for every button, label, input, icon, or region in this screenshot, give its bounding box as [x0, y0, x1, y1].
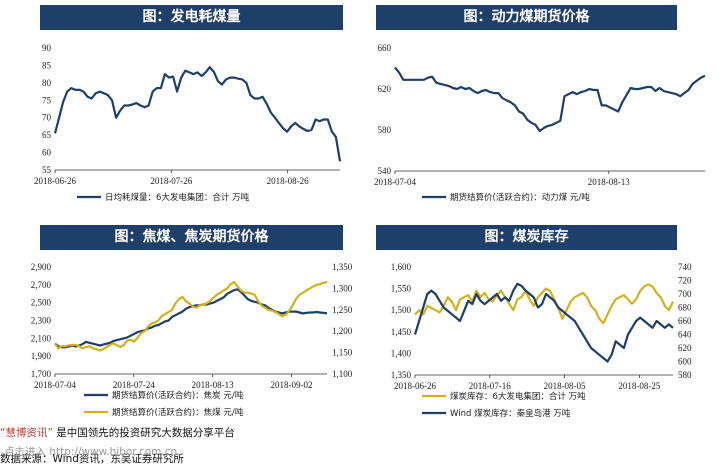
footer-promo-text: 是中国领先的投资研究大数据分享平台	[52, 427, 235, 439]
y-tick-label: 660	[378, 43, 392, 53]
footer-source: 数据来源：Wind资讯，东吴证券研究所	[0, 451, 184, 466]
y-tick-label: 75	[42, 95, 52, 105]
y-tick-label: 540	[378, 166, 392, 176]
y-right-tick-label: 1,200	[332, 326, 353, 336]
chart-panel-coal-inventory: 图：煤炭库存 1,350 1,400 1,450 1,500 1,550 1,600 580…	[360, 220, 720, 430]
x-tick-label: 2018-09-02	[271, 380, 313, 390]
y-right-tick-label: 700	[678, 289, 692, 299]
y-tick-label: 2,100	[31, 333, 52, 343]
y-right-tick-label: 620	[678, 343, 692, 353]
legend-label: 期货结算价(活跃合约)：焦炭 元/吨	[112, 390, 244, 401]
series-line	[54, 288, 328, 349]
y-tick-label: 1,550	[391, 284, 412, 294]
y-tick-label: 2,700	[31, 280, 52, 290]
y-right-tick-label: 600	[678, 357, 692, 367]
x-tick-label: 2018-06-26	[34, 176, 76, 186]
y-tick-label: 620	[378, 84, 392, 94]
y-right-tick-label: 680	[678, 303, 692, 313]
chart-coal-inventory: 1,350 1,400 1,450 1,500 1,550 1,600 580 600 620 6…	[391, 262, 692, 419]
x-tick-label: 2018-08-13	[192, 380, 234, 390]
y-right-tick-label: 1,350	[332, 262, 353, 272]
x-tick-label: 2018-08-26	[267, 176, 309, 186]
y-tick-label: 1,700	[31, 369, 52, 379]
chart-title: 图：焦煤、焦炭期货价格	[40, 225, 343, 250]
y-right-tick-label: 720	[678, 276, 692, 286]
y-tick-label: 90	[42, 43, 52, 53]
chart-coal-consumption: 55 60 65 70 75 80 85 90 2018-06-26 2018-07-26 2018…	[34, 43, 342, 203]
y-right-tick-label: 640	[678, 330, 692, 340]
chart-panel-coking-futures: 图：焦煤、焦炭期货价格 1,700 1,900 2,100 2,300 2,500 2,7…	[0, 220, 360, 430]
y-right-tick-label: 660	[678, 316, 692, 326]
x-tick-label: 2018-07-26	[150, 176, 192, 186]
x-tick-label: 2018-07-04	[374, 177, 416, 187]
x-tick-label: 2018-07-04	[34, 380, 76, 390]
y-tick-label: 1,900	[31, 351, 52, 361]
y-tick-label: 1,600	[391, 262, 412, 272]
legend-label: Wind 煤炭库存：秦皇岛港 万吨	[450, 408, 571, 419]
chart-coking-futures: 1,700 1,900 2,100 2,300 2,500 2,700 2,900 1,100…	[31, 262, 353, 418]
chart-panel-coal-consumption: 图：发电耗煤量 55 60 65 70 75 80 85 90 2018-06-26 2018-0…	[0, 0, 360, 220]
footer-promo: “慧博资讯” 是中国领先的投资研究大数据分享平台	[0, 425, 235, 440]
y-tick-label: 60	[42, 148, 52, 158]
x-tick-label: 2018-07-24	[113, 380, 155, 390]
y-tick-label: 2,300	[31, 316, 52, 326]
chart-thermal-coal-futures: 540 580 620 660 2018-07-04 2018-08-13 期货结算价(活跃…	[374, 43, 706, 203]
y-tick-label: 65	[42, 130, 52, 140]
x-tick-label: 2018-07-16	[469, 381, 511, 391]
legend-label: 期货结算价(活跃合约)：焦煤 元/吨	[112, 407, 244, 418]
x-tick-label: 2018-08-13	[588, 177, 630, 187]
y-right-tick-label: 1,150	[332, 348, 353, 358]
source-note: 数据来源：Wind资讯，东吴证券研究所	[0, 453, 184, 465]
y-right-tick-label: 1,300	[332, 283, 353, 293]
series-line	[54, 280, 328, 352]
series-line	[413, 282, 674, 363]
x-tick-label: 2018-06-26	[394, 381, 436, 391]
chart-title: 图：动力煤期货价格	[376, 5, 677, 30]
chart-title: 图：煤炭库存	[376, 225, 677, 250]
y-tick-label: 1,400	[391, 348, 412, 358]
legend-label: 期货结算价(活跃合约)：动力煤 元/吨	[450, 192, 590, 203]
chart-title: 图：发电耗煤量	[40, 5, 343, 30]
footer-link[interactable]: 点击进入 http://www.hibor.com.cn	[4, 446, 178, 458]
y-tick-label: 1,450	[391, 327, 412, 337]
series-line	[53, 66, 342, 162]
footer-brand[interactable]: “慧博资讯”	[0, 427, 53, 439]
y-tick-label: 580	[378, 125, 392, 135]
y-tick-label: 70	[42, 113, 52, 123]
y-right-tick-label: 1,250	[332, 305, 353, 315]
y-tick-label: 2,900	[31, 262, 52, 272]
y-tick-label: 85	[42, 60, 52, 70]
series-line	[394, 66, 706, 133]
y-right-tick-label: 740	[678, 262, 692, 272]
y-tick-label: 2,500	[31, 298, 52, 308]
y-tick-label: 80	[42, 78, 52, 88]
y-tick-label: 1,500	[391, 305, 412, 315]
y-right-tick-label: 1,100	[332, 369, 353, 379]
y-right-tick-label: 580	[678, 370, 692, 380]
legend-label: 煤炭库存：6大发电集团：合计 万吨	[450, 391, 586, 402]
x-tick-label: 2018-08-25	[618, 381, 660, 391]
chart-panel-thermal-coal-futures: 图：动力煤期货价格 540 580 620 660 2018-07-04 2018-08-…	[360, 0, 720, 220]
y-tick-label: 55	[42, 165, 52, 175]
x-tick-label: 2018-08-05	[544, 381, 586, 391]
legend-label: 日均耗煤量：6大发电集团：合计 万吨	[105, 192, 250, 203]
y-tick-label: 1,350	[391, 370, 412, 380]
series-line	[414, 283, 674, 325]
